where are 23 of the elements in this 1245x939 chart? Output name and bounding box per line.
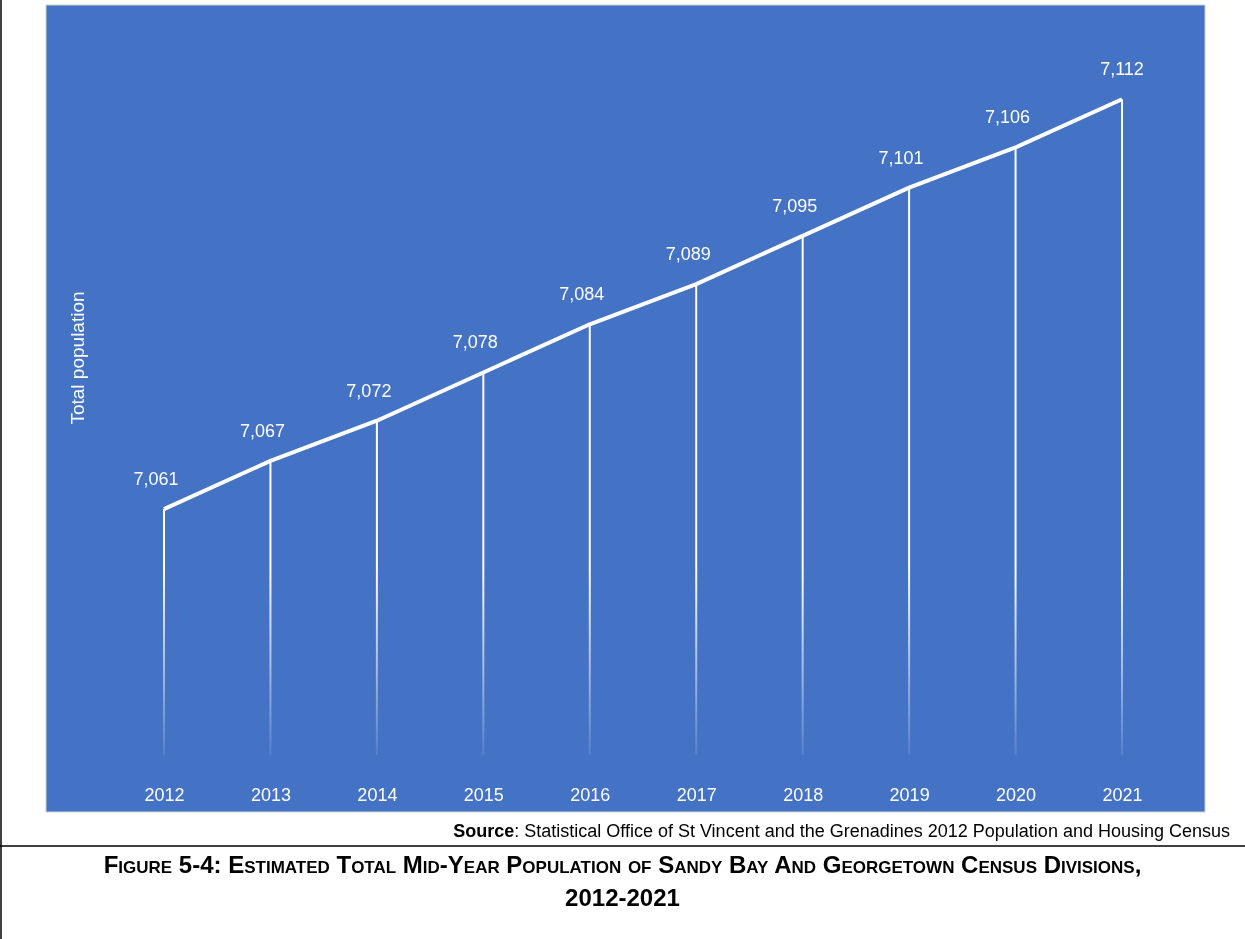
data-label: 7,112	[1100, 59, 1144, 80]
data-label: 7,078	[452, 332, 498, 353]
data-label: 7,106	[985, 107, 1031, 128]
text: Figure 5-4: Estimated Total Mid-Year Population of Sandy Bay And Georgetown Census Divisions, 2012-2021	[102, 850, 1143, 913]
x-tick-label: 2018	[783, 784, 824, 805]
data-label: 7,084	[559, 284, 605, 305]
x-tick-label: 2017	[676, 784, 717, 805]
x-tick-label: 2012	[144, 784, 185, 805]
data-label: 7,095	[772, 195, 818, 216]
x-tick-label: 2019	[889, 784, 930, 805]
x-tick-label: 2015	[463, 784, 504, 805]
x-tick-label: 2016	[570, 784, 611, 805]
data-label: 7,072	[346, 380, 392, 401]
source-note: Source: Statistical Office of St Vincent and the Grenadines 2012 Population and Housing Census	[453, 821, 1230, 841]
data-label: 7,061	[133, 469, 179, 490]
y-axis-title: Total population	[67, 291, 88, 425]
x-tick-label: 2014	[357, 784, 398, 805]
data-label: 7,067	[239, 420, 285, 441]
data-label: 7,101	[878, 147, 924, 168]
x-tick-label: 2020	[996, 784, 1037, 805]
x-tick-label: 2013	[250, 784, 291, 805]
x-tick-label: 2021	[1102, 784, 1143, 805]
data-label: 7,089	[665, 244, 711, 265]
